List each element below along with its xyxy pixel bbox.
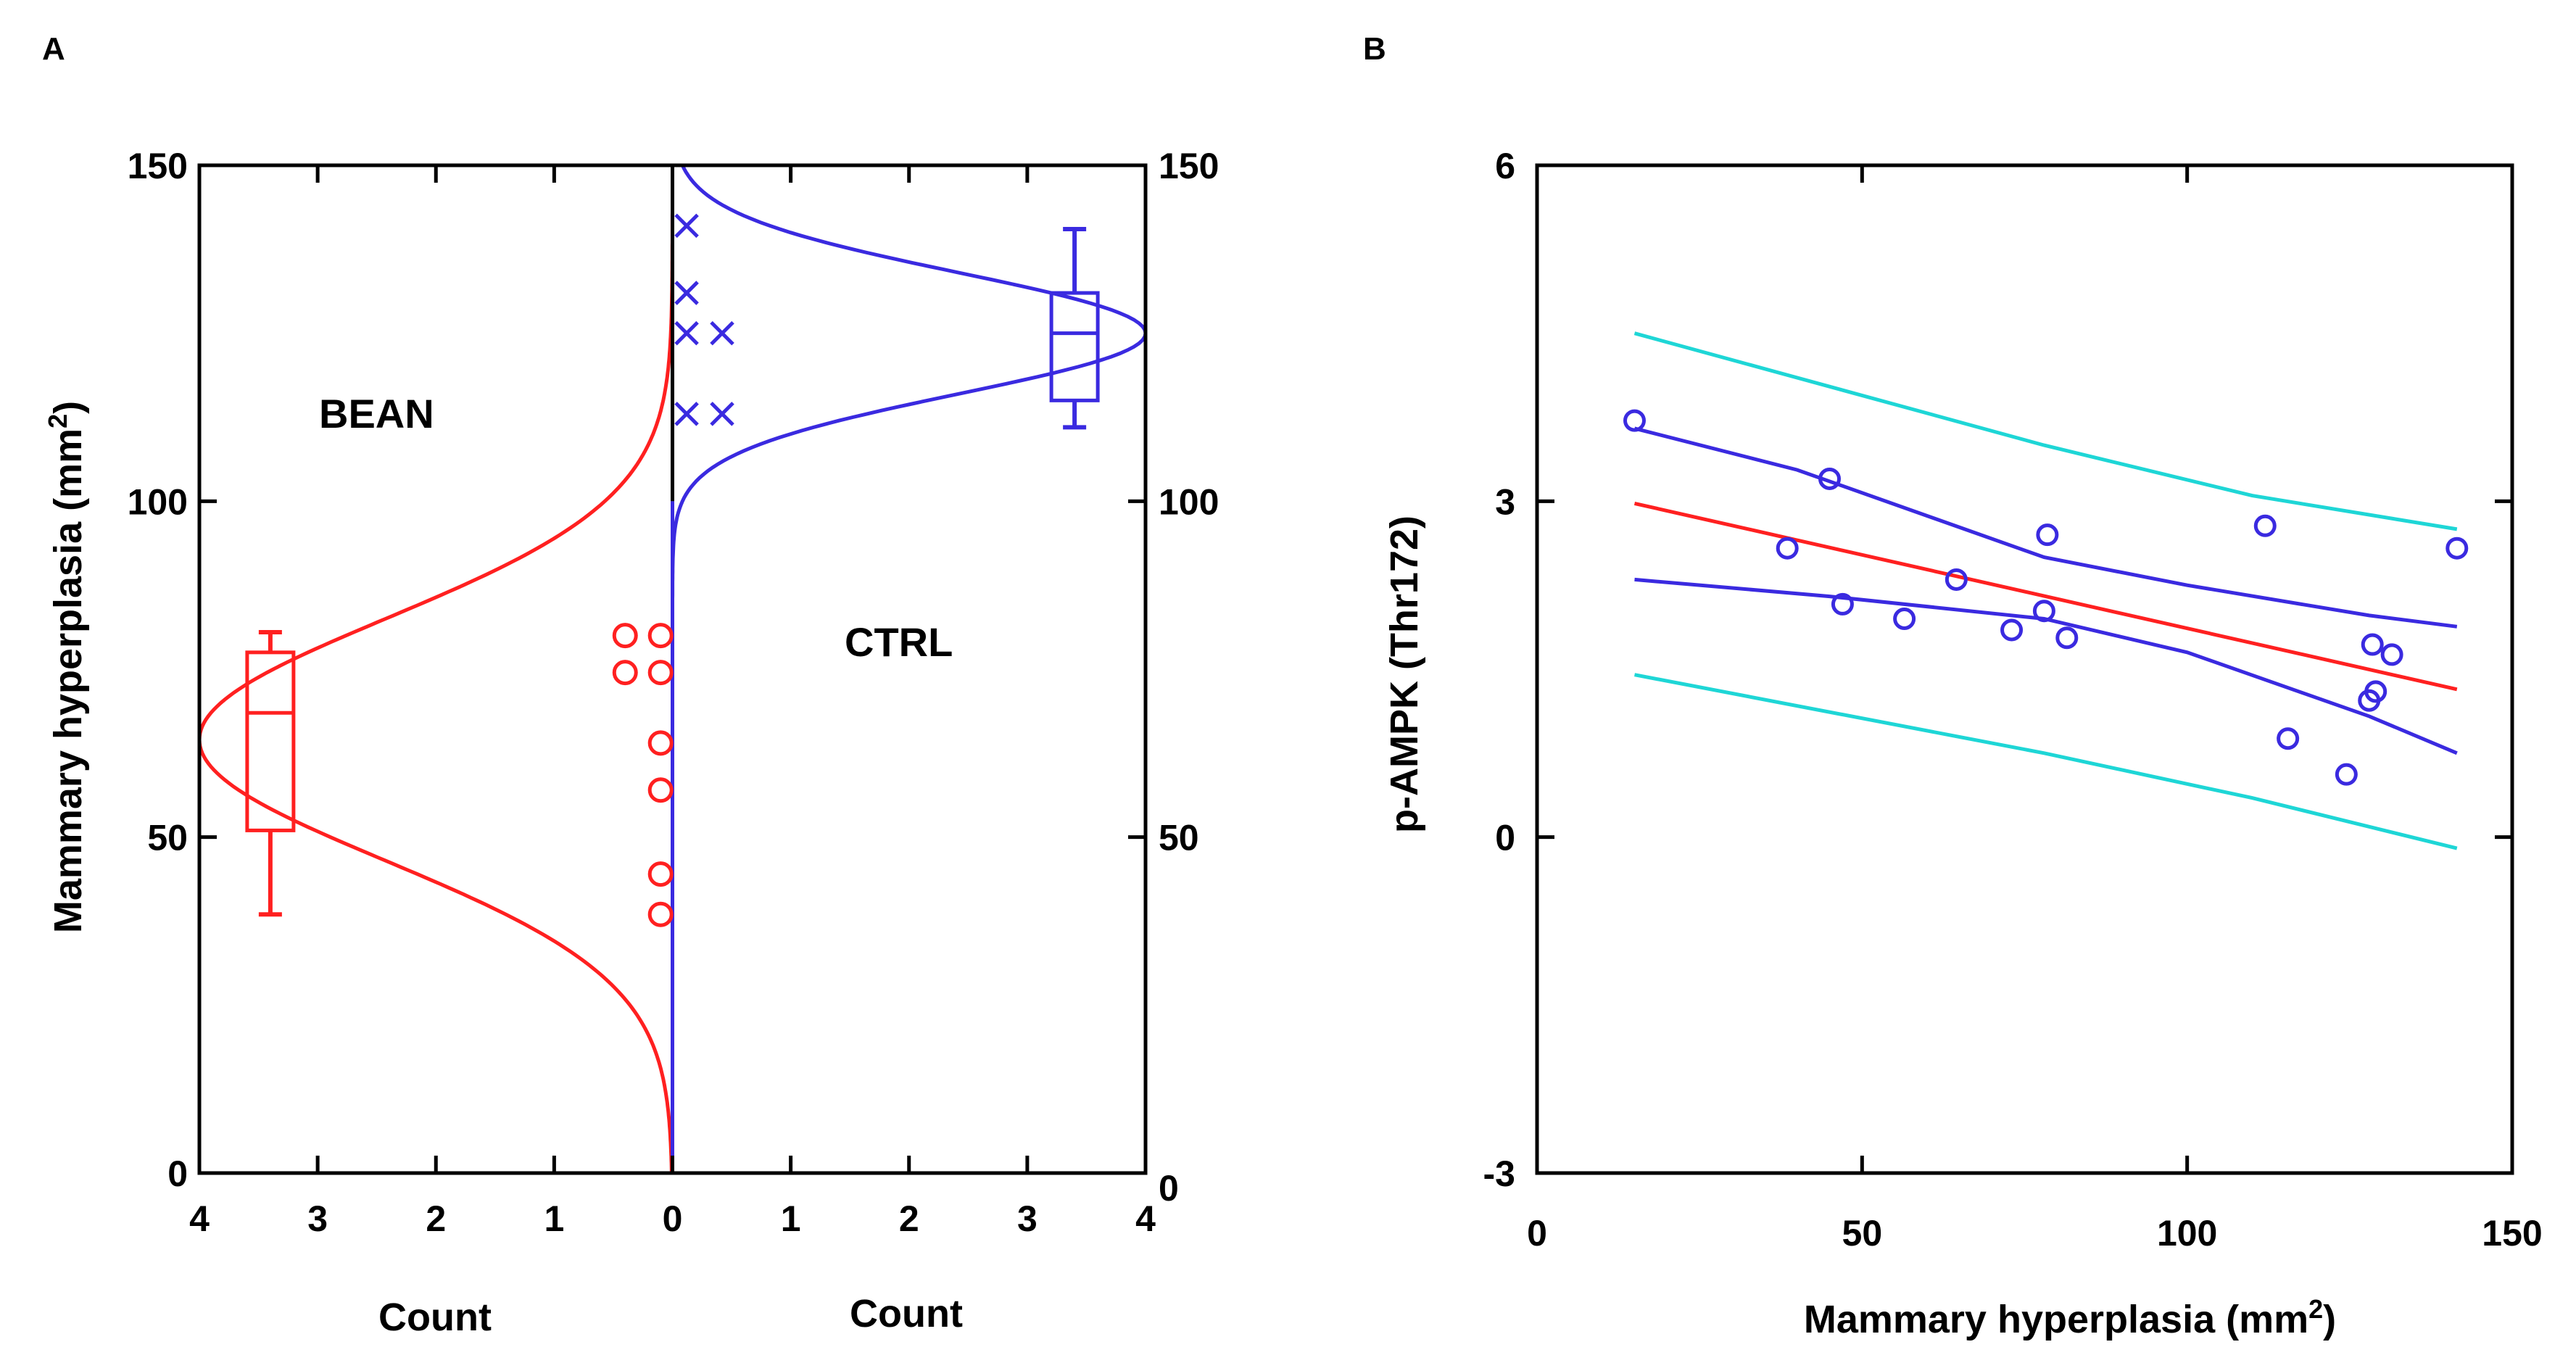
confidence-band-upper [1633, 426, 2458, 629]
x-marker-stroke [674, 213, 699, 239]
x-tick-label: 4 [1135, 1198, 1156, 1239]
y-tick-label-right: 50 [1159, 818, 1199, 858]
x-marker-stroke [674, 320, 699, 346]
data-point [1818, 467, 1841, 490]
y-tick-label-left: 100 [128, 481, 188, 522]
data-point [2253, 514, 2277, 537]
x-tick-label: 1 [781, 1198, 801, 1239]
ctrl-label: CTRL [845, 619, 953, 665]
axes [1535, 163, 2514, 1175]
x-tick-label: 2 [426, 1198, 446, 1239]
y-tick-label: 3 [1495, 481, 1515, 522]
prediction-band-upper [1633, 331, 2458, 531]
data-point [2380, 643, 2403, 666]
x-axis-title-main: Mammary hyperplasia (mm [1804, 1298, 2308, 1341]
x-tick-label: 50 [1842, 1213, 1883, 1254]
data-point [2364, 680, 2387, 703]
data-point [2277, 727, 2300, 750]
panel-a-letter: A [42, 31, 65, 67]
x-axis-title-right: Count [850, 1292, 963, 1335]
axes [197, 163, 1148, 1175]
x-tick-label: 3 [307, 1198, 328, 1239]
y-tick-label-right: 100 [1159, 481, 1219, 522]
data-point-bean [647, 623, 674, 649]
data-point [2361, 633, 2384, 656]
data-point-bean [647, 730, 674, 756]
data-point [1831, 592, 1854, 616]
data-point-ctrl [674, 320, 699, 346]
y-axis-title-end: ) [46, 401, 90, 414]
y-tick-label-right: 150 [1159, 146, 1219, 186]
data-point [2000, 618, 2024, 642]
data-point [1945, 568, 1968, 591]
density-curve-ctrl [671, 165, 1146, 602]
data-point [2036, 523, 2059, 547]
tick-labels: 0 0 50 50 100 100 150 150 4 3 2 1 0 1 2 3 4 [128, 146, 1219, 1239]
data-point-ctrl [710, 402, 734, 426]
x-axis-title-sup: 2 [2308, 1294, 2323, 1324]
data-point [1623, 409, 1646, 432]
data-point [1893, 608, 1916, 630]
data-point [1776, 536, 1799, 560]
data-point [2445, 536, 2469, 560]
x-tick-label: 150 [2482, 1213, 2542, 1254]
x-tick-label: 1 [544, 1198, 564, 1239]
data-point [2055, 626, 2079, 650]
boxplot-box-bean [245, 650, 296, 832]
y-tick-label: 6 [1495, 146, 1515, 186]
tick-labels: -3 0 3 6 0 50 100 150 [1483, 146, 2543, 1254]
data-points [1623, 409, 2469, 786]
x-marker-stroke [710, 402, 734, 426]
panel-a-chart: 0 0 50 50 100 100 150 150 4 3 2 1 0 1 2 3 4 BEAN CTRL Co… [43, 146, 1219, 1339]
y-axis-title: p-AMPK (Thr172) [1383, 515, 1426, 833]
x-axis-title: Mammary hyperplasia (mm2) [1804, 1294, 2336, 1341]
data-point-bean [647, 660, 674, 686]
boxplots [245, 227, 1100, 917]
data-point-ctrl [674, 402, 699, 426]
y-tick-label-left: 150 [128, 146, 188, 186]
x-tick-label: 0 [1527, 1213, 1547, 1254]
x-axis-title-left: Count [378, 1296, 492, 1339]
confidence-band-lower [1634, 577, 2458, 755]
bean-label: BEAN [319, 391, 434, 436]
x-marker-stroke [674, 402, 699, 426]
panel-b-letter: B [1363, 31, 1386, 67]
y-tick-label: -3 [1483, 1153, 1515, 1194]
y-tick-label-left: 50 [147, 818, 188, 858]
y-axis-title-sup: 2 [43, 414, 73, 428]
x-tick-label: 2 [899, 1198, 919, 1239]
x-tick-label: 100 [2157, 1213, 2217, 1254]
y-tick-label-right: 0 [1159, 1168, 1179, 1209]
data-point-ctrl [674, 281, 699, 305]
x-tick-label: 3 [1017, 1198, 1038, 1239]
regression-fit-line [1633, 501, 2458, 692]
data-point-bean [612, 660, 638, 686]
x-marker-stroke [710, 320, 734, 346]
y-tick-label: 0 [1495, 818, 1515, 858]
data-point-bean [647, 901, 674, 927]
data-point-bean [612, 623, 638, 649]
density-curve-bean [199, 165, 674, 1173]
data-point [2335, 763, 2358, 786]
prediction-band-lower [1634, 673, 2458, 850]
y-axis-title: Mammary hyperplasia (mm2) [43, 401, 90, 933]
x-tick-label: 4 [189, 1198, 210, 1239]
x-marker-stroke [674, 281, 699, 305]
y-tick-label-left: 0 [167, 1153, 188, 1194]
x-axis-title-end: ) [2323, 1298, 2336, 1341]
data-point [2032, 600, 2055, 623]
data-points [612, 213, 734, 927]
data-point-ctrl [674, 213, 699, 239]
plot-frame [1535, 163, 2514, 1175]
data-point-bean [647, 777, 674, 803]
y-axis-title-main: Mammary hyperplasia (mm [46, 428, 90, 933]
boxplot-box-ctrl [1049, 291, 1100, 402]
panel-b-chart: -3 0 3 6 0 50 100 150 Mammary hyperplasia (mm2)… [1383, 146, 2543, 1341]
data-point-ctrl [710, 320, 734, 346]
x-tick-label: 0 [663, 1198, 683, 1239]
data-point-bean [647, 861, 674, 887]
regression-lines [1633, 331, 2458, 850]
